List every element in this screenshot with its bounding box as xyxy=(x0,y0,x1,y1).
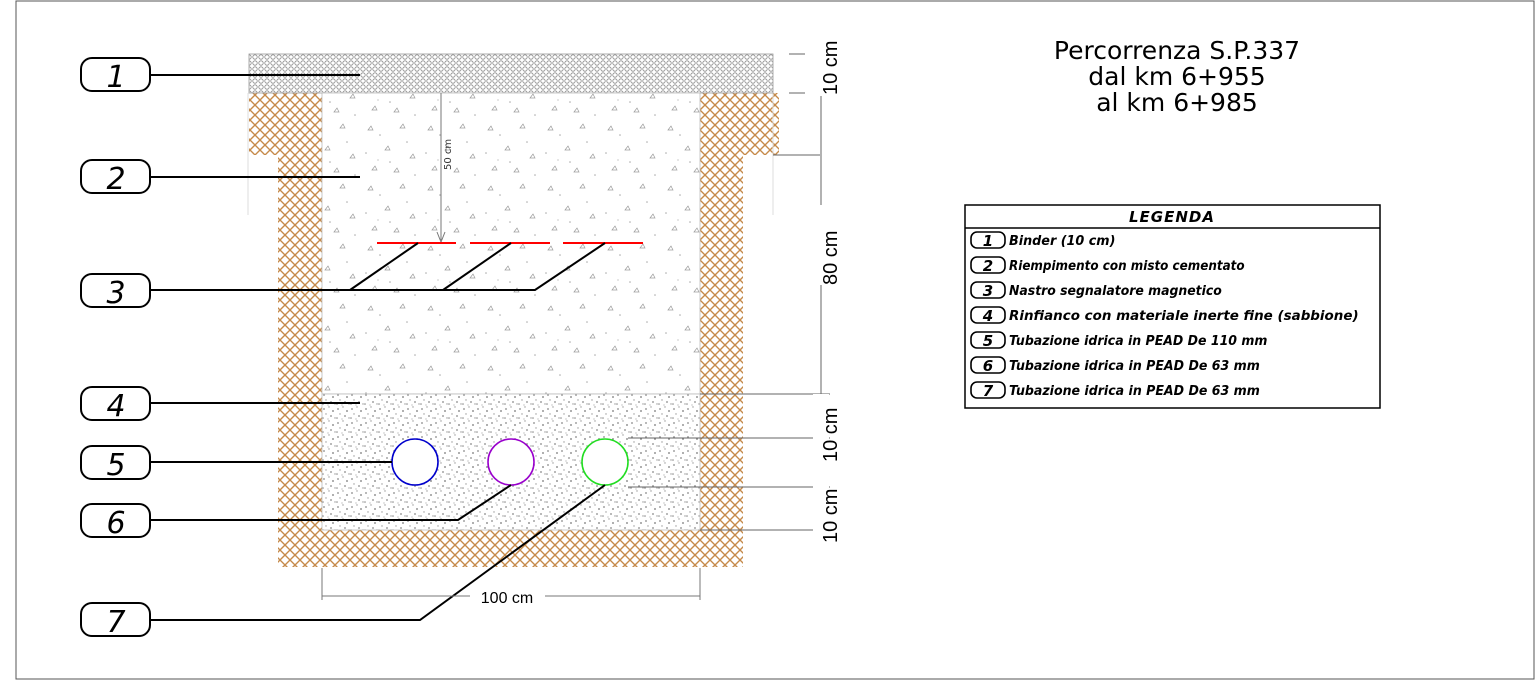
callout-1-number: 1 xyxy=(106,60,125,95)
callout-2-number: 2 xyxy=(106,162,125,197)
dim-bedding-top-label: 10 cm xyxy=(820,408,842,462)
legend-item-number: 5 xyxy=(983,332,993,350)
dim-binder-label: 10 cm xyxy=(820,41,842,95)
legend-item-text: Riempimento con misto cementato xyxy=(1009,259,1245,274)
legend-item-badge xyxy=(970,281,1006,299)
callout-6: 6 xyxy=(80,503,151,541)
sheet-frame xyxy=(15,0,1535,680)
callout-3: 3 xyxy=(80,273,151,311)
legend-item-number: 6 xyxy=(983,357,993,375)
legend-item-text: Nastro segnalatore magnetico xyxy=(1009,284,1222,299)
callout-5: 5 xyxy=(80,445,151,483)
legend-item-number: 2 xyxy=(983,257,993,275)
legend: LEGENDA 1 Binder (10 cm) 2 Riempimento con … xyxy=(964,204,1381,409)
tape-depth-label: 50 cm xyxy=(443,139,454,170)
callout-6-number: 6 xyxy=(106,506,125,541)
callout-5-number: 5 xyxy=(106,448,125,483)
callout-2: 2 xyxy=(80,159,151,197)
title-line-1: Percorrenza S.P.337 xyxy=(1054,36,1300,65)
binder-layer xyxy=(248,53,774,94)
legend-item: 7 Tubazione idrica in PEAD De 63 mm xyxy=(970,381,1260,400)
callout-7: 7 xyxy=(80,602,151,640)
title-line-2: dal km 6+955 xyxy=(1088,62,1265,91)
callout-4-number: 4 xyxy=(106,389,125,424)
legend-item: 2 Riempimento con misto cementato xyxy=(970,256,1245,275)
legend-item-badge xyxy=(970,331,1006,349)
legend-item-number: 3 xyxy=(983,282,993,300)
legend-heading: LEGENDA xyxy=(1129,208,1215,226)
legend-item-badge xyxy=(970,306,1006,324)
legend-item: 6 Tubazione idrica in PEAD De 63 mm xyxy=(970,356,1260,375)
dim-bedding-bottom-label: 10 cm xyxy=(820,489,842,543)
legend-item-text: Tubazione idrica in PEAD De 63 mm xyxy=(1009,384,1260,399)
legend-item-text: Rinfianco con materiale inerte fine (sab… xyxy=(1009,309,1359,324)
legend-item-badge xyxy=(970,256,1006,274)
dim-gap-bottom xyxy=(813,394,829,532)
callout-3-number: 3 xyxy=(106,276,125,311)
callout-1: 1 xyxy=(80,57,151,95)
legend-item-number: 1 xyxy=(983,232,993,250)
legend-item-text: Tubazione idrica in PEAD De 63 mm xyxy=(1009,359,1260,374)
legend-item-badge xyxy=(970,356,1006,374)
pipe-7 xyxy=(581,438,629,486)
callout-4: 4 xyxy=(80,386,151,424)
drawing-title: Percorrenza S.P.337 dal km 6+955 al km 6… xyxy=(1054,36,1300,117)
legend-item: 5 Tubazione idrica in PEAD De 110 mm xyxy=(970,331,1267,350)
legend-item-badge xyxy=(970,381,1006,399)
legend-item: 1 Binder (10 cm) xyxy=(970,231,1115,250)
title-line-3: al km 6+985 xyxy=(1096,88,1258,117)
legend-item-badge xyxy=(970,231,1006,249)
pipe-6 xyxy=(487,438,535,486)
pipe-5 xyxy=(391,438,439,486)
leader-lines xyxy=(150,74,606,621)
width-dimension: 100 cm xyxy=(321,568,701,607)
callout-7-number: 7 xyxy=(106,605,125,640)
legend-item: 4 Rinfianco con materiale inerte fine (sa… xyxy=(970,306,1359,325)
legend-item-text: Binder (10 cm) xyxy=(1009,234,1115,249)
legend-item-text: Tubazione idrica in PEAD De 110 mm xyxy=(1009,334,1267,349)
legend-item: 3 Nastro segnalatore magnetico xyxy=(970,281,1222,300)
width-label: 100 cm xyxy=(481,590,533,607)
legend-item-number: 7 xyxy=(983,382,994,400)
legend-item-number: 4 xyxy=(982,307,993,325)
dim-fill-label: 80 cm xyxy=(820,231,842,285)
dim-gap-80 xyxy=(813,205,829,285)
